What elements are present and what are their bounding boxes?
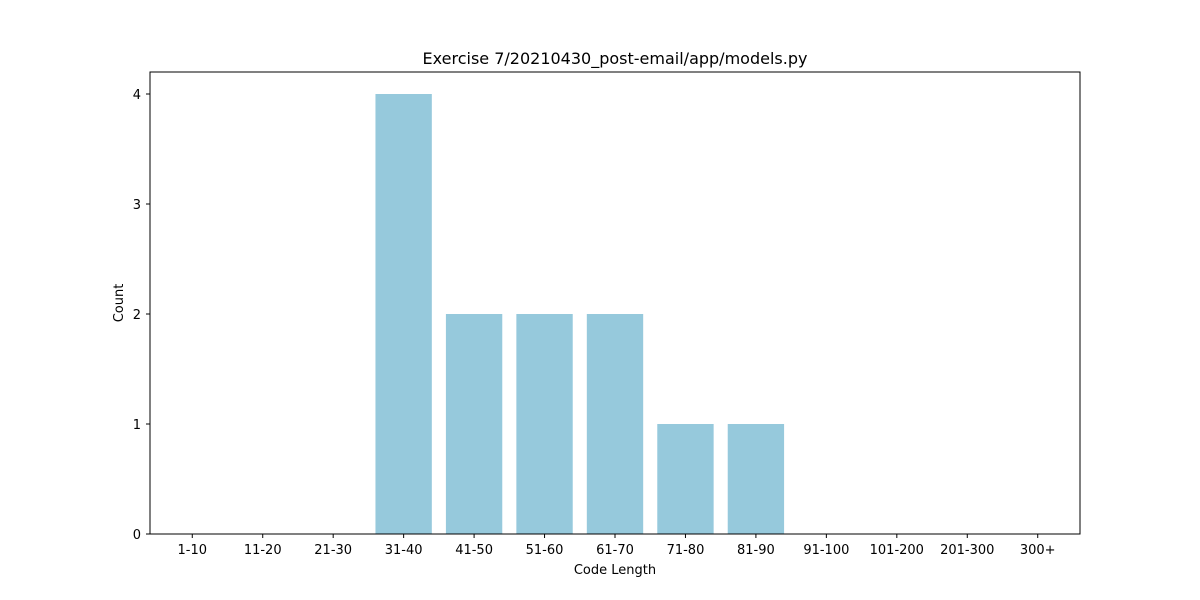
bar-71-80: [657, 424, 714, 534]
y-axis-label: Count: [112, 284, 127, 323]
y-tick-label: 0: [133, 528, 141, 543]
bar-61-70: [586, 314, 644, 534]
x-tick-label: 1-10: [178, 543, 208, 558]
x-tick-label: 31-40: [385, 543, 423, 558]
x-tick-label: 300+: [1020, 543, 1056, 558]
x-tick-label: 41-50: [455, 543, 493, 558]
bar-41-50: [445, 314, 503, 534]
y-tick-label: 1: [133, 418, 141, 433]
x-tick-label: 71-80: [667, 543, 705, 558]
bars-group: [375, 94, 785, 534]
x-tick-label: 21-30: [314, 543, 352, 558]
y-tick-label: 2: [133, 308, 141, 323]
x-tick-label: 61-70: [596, 543, 634, 558]
y-tick-label: 4: [133, 88, 141, 103]
bar-81-90: [727, 424, 785, 534]
y-tick-label: 3: [133, 198, 141, 213]
bar-51-60: [516, 314, 573, 534]
x-tick-label: 101-200: [870, 543, 924, 558]
x-tick-label: 201-300: [940, 543, 994, 558]
bar-31-40: [375, 94, 432, 534]
y-axis: 0 1 2 3 4: [133, 88, 150, 543]
x-tick-label: 91-100: [803, 543, 849, 558]
chart-title: Exercise 7/20210430_post-email/app/model…: [423, 49, 808, 69]
x-tick-label: 81-90: [737, 543, 775, 558]
x-tick-label: 51-60: [526, 543, 564, 558]
x-axis-label: Code Length: [574, 563, 656, 578]
x-tick-label: 11-20: [244, 543, 282, 558]
x-axis: 1-10 11-20 21-30 31-40 41-50 51-60 61-70 71-80 8…: [178, 534, 1056, 558]
